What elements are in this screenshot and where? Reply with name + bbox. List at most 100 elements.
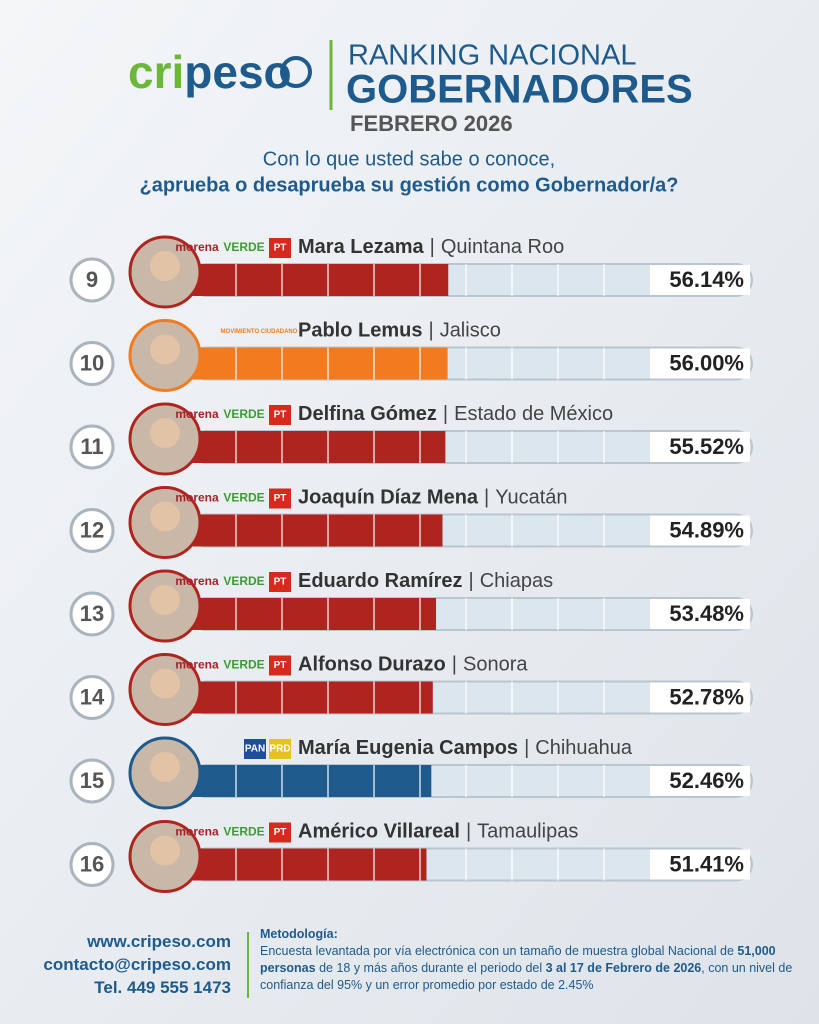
logo: cripeso — [128, 46, 292, 98]
separator: | — [443, 403, 448, 425]
methodology-title: Metodología: — [260, 927, 338, 941]
party-badge — [269, 572, 291, 592]
photo-face — [150, 835, 180, 866]
party-badge — [269, 488, 291, 509]
party-name: PAN — [245, 744, 265, 755]
party-name: VERDE — [223, 240, 264, 254]
rank-circle — [69, 257, 115, 303]
separator: | — [484, 487, 489, 509]
party-badge — [269, 822, 291, 843]
value-box — [650, 432, 750, 462]
value-label: 54.89% — [669, 517, 744, 542]
logo-target — [280, 56, 312, 88]
logo-right: peso — [184, 46, 291, 98]
period: FEBRERO 2026 — [350, 111, 513, 136]
rank: 11 — [80, 434, 103, 459]
photo-face — [150, 334, 180, 365]
rank: 10 — [80, 350, 104, 375]
party-name: PT — [274, 660, 287, 671]
methodology-segment: 51,000 personas — [260, 944, 776, 975]
name-line: Eduardo Ramírez | Chiapas — [298, 570, 553, 592]
question-line1: Con lo que usted sabe o conoce, — [263, 148, 555, 170]
bar — [190, 681, 433, 714]
separator: | — [430, 236, 435, 258]
party-name: morena — [175, 407, 219, 421]
party-name: MOVIMIENTO CIUDADANO — [221, 329, 298, 335]
state: Quintana Roo — [441, 236, 564, 258]
governor-name: Delfina Gómez — [298, 403, 437, 425]
web: www.cripeso.com — [87, 932, 231, 951]
party-name: VERDE — [223, 658, 264, 672]
separator: | — [452, 654, 457, 676]
value-box — [650, 849, 750, 880]
party-name: PT — [274, 410, 287, 421]
party-name: PT — [274, 577, 287, 588]
state: Chiapas — [480, 570, 553, 592]
bar — [190, 848, 427, 881]
separator: | — [466, 821, 471, 843]
rank-circle — [69, 424, 115, 470]
party-name: VERDE — [223, 491, 264, 505]
value-box — [650, 682, 750, 713]
methodology-segment: , con un nivel de confianza del 95% y un… — [260, 961, 793, 992]
bar — [190, 765, 432, 797]
rank: 9 — [86, 267, 98, 292]
party-name: PRD — [269, 744, 290, 755]
rank-circle — [69, 675, 115, 720]
party-name: VERDE — [223, 574, 264, 588]
party-name: VERDE — [223, 407, 264, 421]
name-line: Mara Lezama | Quintana Roo — [298, 236, 564, 258]
photo-face — [150, 251, 180, 281]
governor-name: Mara Lezama — [298, 236, 424, 258]
rank-circle — [69, 341, 115, 386]
state: Yucatán — [495, 487, 567, 509]
rank: 15 — [80, 768, 104, 793]
value-box — [650, 766, 750, 796]
name-line: Joaquín Díaz Mena | Yucatán — [298, 487, 568, 509]
separator: | — [524, 737, 529, 759]
phone: Tel. 449 555 1473 — [94, 978, 231, 997]
governor-name: María Eugenia Campos — [298, 737, 518, 759]
title-line2: GOBERNADORES — [346, 68, 693, 112]
party-badge — [269, 405, 291, 425]
party-badge — [269, 739, 291, 759]
bar — [190, 431, 446, 463]
state: Chihuahua — [535, 737, 633, 759]
methodology-segment: 3 al 17 de Febrero de 2026 — [545, 961, 702, 975]
email: contacto@cripeso.com — [43, 955, 231, 974]
party-badge — [244, 739, 266, 759]
photo-face — [150, 585, 180, 615]
separator: | — [468, 570, 473, 592]
photo-face — [150, 418, 180, 448]
rank-circle — [69, 508, 115, 553]
rank: 14 — [80, 684, 105, 709]
methodology-segment: Encuesta levantada por vía electrónica c… — [260, 944, 738, 958]
question-line2: ¿aprueba o desaprueba su gestión como Go… — [140, 174, 679, 196]
governor-name: Américo Villareal — [298, 821, 460, 843]
rank: 12 — [80, 517, 104, 542]
name-line: Américo Villareal | Tamaulipas — [298, 821, 578, 843]
party-name: PT — [274, 493, 287, 504]
rank: 13 — [80, 601, 104, 626]
party-name: VERDE — [223, 825, 264, 839]
governor-name: Alfonso Durazo — [298, 654, 446, 676]
separator: | — [428, 320, 433, 342]
contact: www.cripeso.com contacto@cripeso.com Tel… — [43, 930, 231, 999]
rank: 16 — [80, 851, 104, 876]
photo-face — [150, 501, 180, 532]
value-label: 56.14% — [669, 267, 744, 292]
governor-name: Pablo Lemus — [298, 320, 422, 342]
state: Jalisco — [440, 320, 501, 342]
name-line: Delfina Gómez | Estado de México — [298, 403, 613, 425]
party-name: morena — [175, 240, 219, 254]
rank-circle — [69, 758, 115, 804]
party-badge — [269, 238, 291, 258]
value-label: 53.48% — [669, 601, 744, 626]
rank-circle — [69, 842, 115, 887]
party-name: morena — [175, 825, 219, 839]
name-line: María Eugenia Campos | Chihuahua — [298, 737, 633, 759]
value-label: 52.78% — [669, 684, 744, 709]
governor-name: Joaquín Díaz Mena — [298, 487, 479, 509]
